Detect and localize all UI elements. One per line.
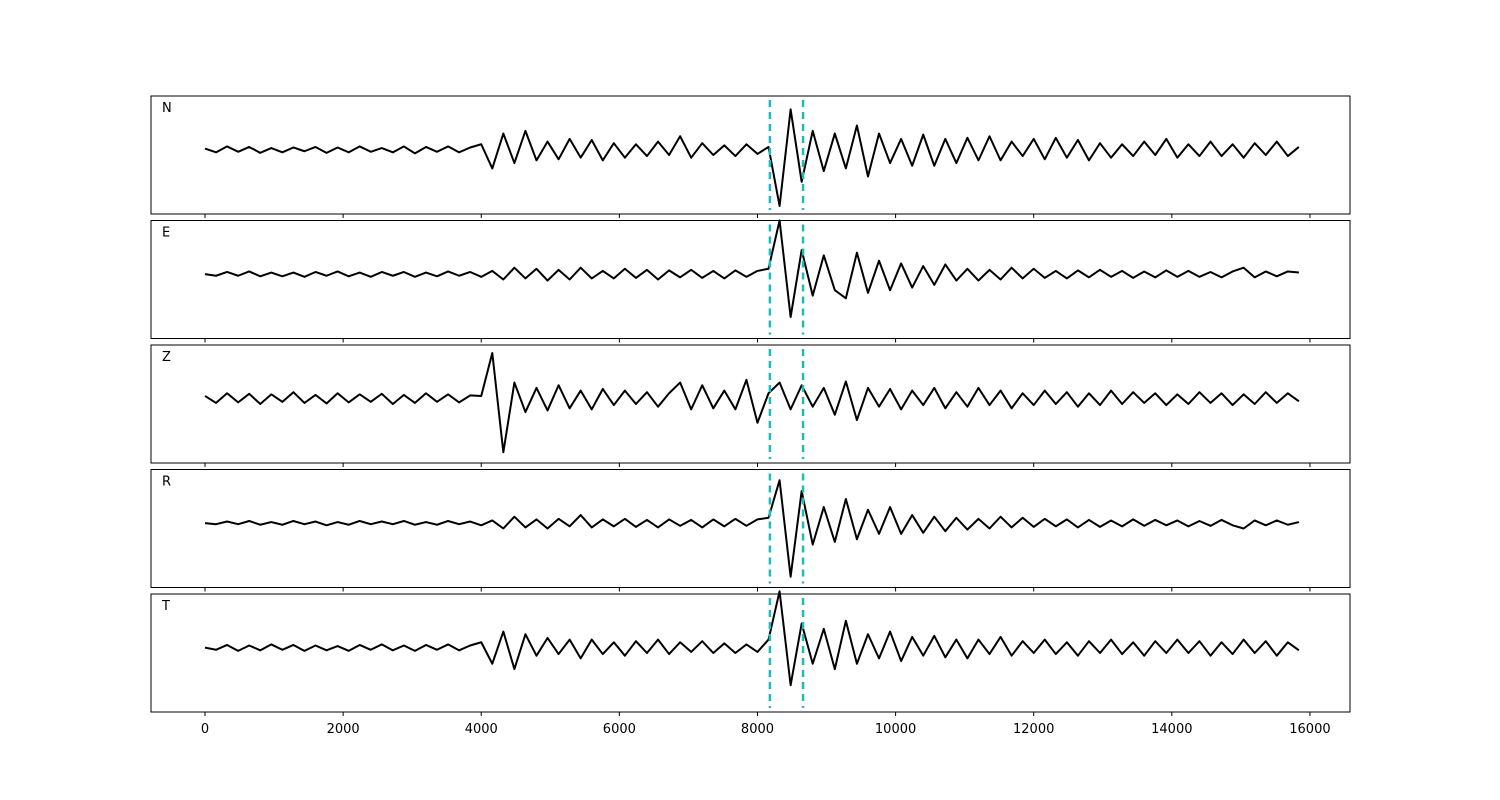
panel-frame (150, 469, 1351, 588)
x-tick-label: 10000 (875, 722, 916, 737)
x-tick-label: 14000 (1151, 722, 1192, 737)
panel-label: E (162, 226, 170, 241)
trace (204, 590, 1300, 687)
panel-frame (150, 344, 1351, 464)
panel-label: Z (162, 350, 171, 365)
x-tick-label: 12000 (1013, 722, 1054, 737)
panel-frame (150, 220, 1351, 339)
panel-label: T (161, 599, 170, 614)
trace (204, 479, 1300, 578)
panel-frame (150, 593, 1351, 713)
x-tick-label: 4000 (465, 722, 498, 737)
panel-frame (150, 95, 1351, 215)
panel-label: N (162, 101, 172, 116)
x-tick-label: 0 (201, 722, 209, 737)
x-tick-label: 6000 (603, 722, 636, 737)
trace (204, 108, 1300, 207)
trace (204, 352, 1300, 454)
panel-label: R (162, 475, 171, 490)
x-tick-label: 16000 (1289, 722, 1330, 737)
trace (204, 219, 1299, 319)
x-tick-label: 8000 (741, 722, 774, 737)
x-tick-label: 2000 (327, 722, 360, 737)
